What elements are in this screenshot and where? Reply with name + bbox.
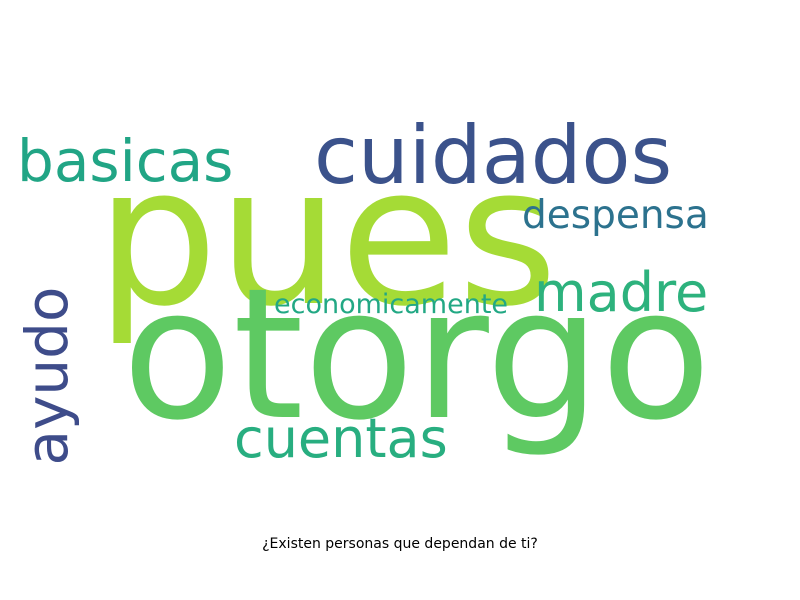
word-madre: madre: [534, 261, 709, 324]
word-basicas: basicas: [17, 127, 234, 195]
chart-caption: ¿Existen personas que dependan de ti?: [262, 536, 538, 552]
word-cuidados: cuidados: [314, 109, 673, 202]
word-cuentas: cuentas: [234, 407, 448, 470]
word-ayudo: ayudo: [13, 286, 81, 466]
word-pues: pues: [96, 126, 558, 349]
word-otorgo: otorgo: [122, 249, 712, 460]
word-despensa: despensa: [522, 193, 709, 238]
word-economicamente: economicamente: [274, 289, 509, 320]
